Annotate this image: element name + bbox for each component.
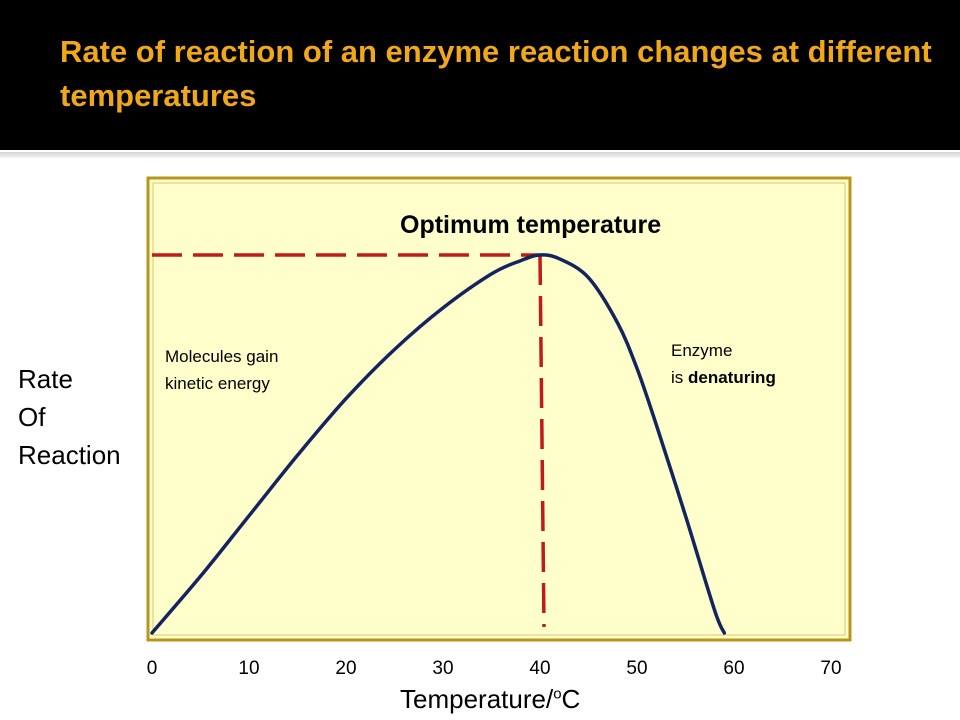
y-axis-label-line-1: Rate: [18, 364, 73, 394]
x-axis-label-text: Temperature/: [400, 684, 554, 714]
x-tick-label-60: 60: [723, 658, 744, 679]
denaturing-annotation-bold: denaturing: [688, 368, 776, 387]
x-tick-label-30: 30: [432, 658, 453, 679]
rising-annotation: Molecules gain kinetic energy: [165, 343, 278, 397]
y-axis-label-line-3: Reaction: [18, 440, 121, 470]
title-divider: [0, 152, 960, 158]
x-axis-label-degree: o: [553, 685, 562, 703]
optimum-vertical-dashed-line: [538, 254, 546, 628]
x-tick-label-0: 0: [147, 658, 158, 679]
title-bar: [0, 0, 960, 150]
chart-marks: 0 10 20 30 40 50 60 70: [147, 253, 842, 679]
x-axis-label-unit: C: [561, 684, 581, 714]
plot-area: [146, 176, 852, 642]
x-tick-label-20: 20: [335, 658, 356, 679]
x-tick-label-70: 70: [820, 658, 841, 679]
denaturing-annotation-line-1: Enzyme: [671, 341, 733, 360]
plot-area-inner-border: [152, 182, 846, 636]
rising-annotation-line-1: Molecules gain: [165, 347, 279, 366]
y-axis-label-line-2: Of: [18, 402, 46, 432]
denaturing-annotation: Enzyme is denaturing: [671, 337, 776, 391]
rising-annotation-line-2: kinetic energy: [165, 374, 270, 393]
series-line-0: [150, 253, 727, 635]
optimum-temperature-label: Optimum temperature: [400, 211, 662, 239]
x-tick-label-10: 10: [238, 658, 259, 679]
x-tick-label-50: 50: [626, 658, 647, 679]
denaturing-annotation-prefix: is: [671, 368, 688, 387]
x-axis-label: Temperature/oC: [400, 684, 580, 715]
x-tick-label-40: 40: [529, 658, 550, 679]
denaturing-annotation-line-2: is denaturing: [671, 364, 776, 391]
slide-title: Rate of reaction of an enzyme reaction c…: [60, 34, 932, 113]
